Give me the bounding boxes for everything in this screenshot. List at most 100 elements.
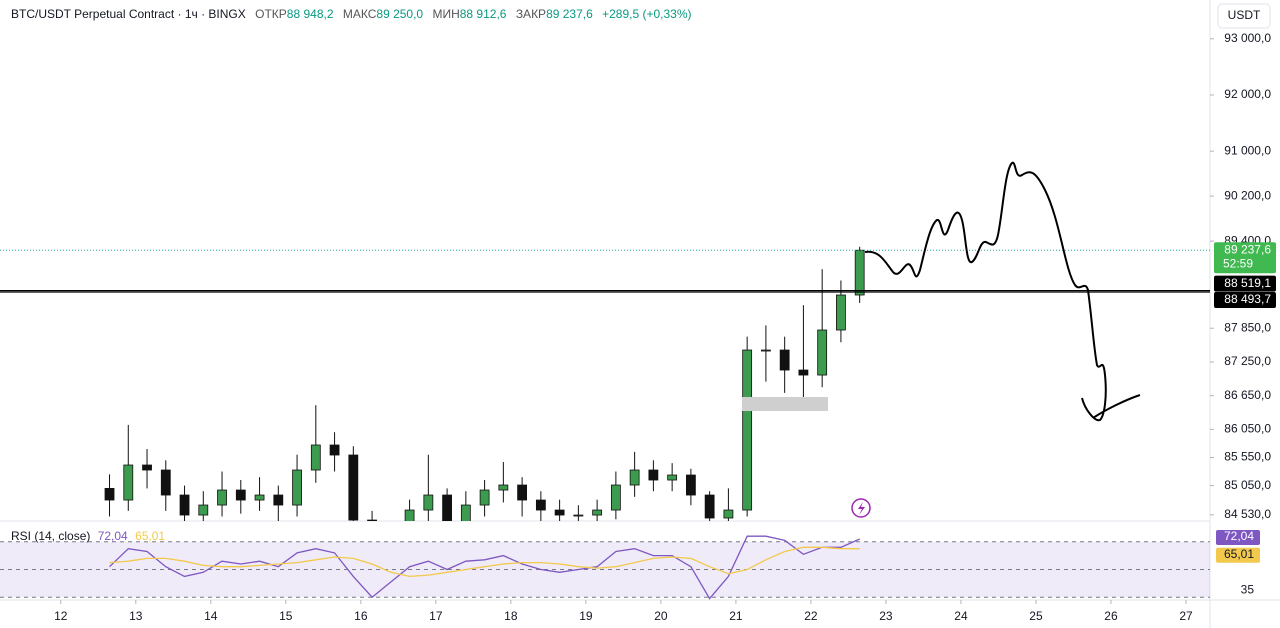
y-tick-label: 84 530,0 — [1224, 507, 1271, 521]
ohlc-label: ЗАКР — [516, 7, 546, 21]
rsi-band — [0, 541, 1210, 598]
candle-body — [517, 484, 528, 501]
candle-body — [423, 494, 434, 511]
candle-body — [142, 464, 152, 471]
y-tick-label: 87 850,0 — [1224, 320, 1271, 334]
ohlc-value: 89 250,0 — [376, 7, 423, 21]
x-tick-label: 25 — [1029, 609, 1043, 623]
rsi-last-box — [1216, 529, 1260, 545]
x-tick-label: 19 — [579, 609, 593, 623]
ohlc-label: ОТКР — [255, 7, 287, 21]
candle-body — [104, 488, 115, 501]
x-tick-label: 23 — [879, 609, 893, 623]
header: BTC/USDT Perpetual Contract · 1ч · BINGX… — [11, 7, 692, 21]
candle-body — [179, 494, 190, 516]
x-tick-label: 13 — [129, 609, 143, 623]
rsi-value: 72,04 — [98, 529, 128, 543]
candle-body — [367, 519, 377, 521]
candle-body — [761, 349, 771, 352]
candle-body — [592, 509, 603, 516]
rsi-last-label: 72,04 — [1224, 529, 1254, 543]
rsi-last-label: 65,01 — [1224, 547, 1254, 561]
price-line-label: 88 519,1 — [1224, 276, 1271, 290]
ohlc-value: 89 237,6 — [546, 7, 593, 21]
price-line-box — [1214, 292, 1276, 309]
rsi-line — [109, 546, 860, 578]
rsi-title: RSI (14, close) — [11, 529, 90, 543]
countdown: 52:59 — [1223, 256, 1253, 270]
candle-body — [160, 469, 171, 496]
candle-body — [254, 494, 265, 501]
price-line-label: 88 493,7 — [1224, 292, 1271, 306]
candle-body — [348, 454, 359, 521]
y-tick-label: 86 050,0 — [1224, 422, 1271, 436]
rsi-tick-label: 35 — [1241, 582, 1255, 596]
rsi-legend: RSI (14, close) 72,04 65,01 — [11, 529, 165, 543]
rsi-last-box — [1216, 547, 1260, 563]
ohlc-value: 88 912,6 — [460, 7, 507, 21]
candle-body — [817, 329, 828, 376]
x-tick-label: 26 — [1104, 609, 1118, 623]
candle-body — [535, 499, 546, 511]
y-tick-label: 86 650,0 — [1224, 388, 1271, 402]
candle-body — [460, 504, 471, 521]
axes: 12 13 14 15 16 17 18 19 20 21 22 23 24 25 26 27 93 000,0… — [54, 31, 1276, 623]
candle-body — [442, 494, 452, 521]
candle-body — [610, 484, 621, 511]
price-line-box — [1214, 275, 1276, 292]
candle-body — [554, 509, 565, 516]
symbol-title: BTC/USDT Perpetual Contract · 1ч · BINGX — [11, 7, 246, 21]
candle-body — [198, 504, 209, 516]
candle-body — [123, 464, 134, 501]
event-icon-bolt — [858, 502, 865, 515]
candle-body — [329, 444, 340, 456]
price-pane — [0, 246, 1210, 521]
ohlc-value: 88 948,2 — [287, 7, 334, 21]
candle-body — [704, 494, 715, 519]
currency[interactable]: USDT — [1228, 8, 1261, 22]
candle-body — [798, 369, 809, 376]
y-tick-label: 85 050,0 — [1224, 478, 1271, 492]
candle-body — [854, 249, 865, 296]
candle-body — [479, 489, 490, 506]
currency-button[interactable] — [1217, 3, 1271, 29]
x-tick-label: 24 — [954, 609, 968, 623]
candle-body — [836, 294, 846, 331]
candle-body — [498, 484, 509, 491]
candle-body — [629, 469, 640, 486]
candle-body — [273, 494, 284, 506]
change: +289,5 (+0,33%) — [602, 7, 691, 21]
x-tick-label: 16 — [354, 609, 368, 623]
candle-body — [292, 469, 302, 506]
candle-body — [723, 509, 734, 519]
x-tick-label: 27 — [1179, 609, 1193, 623]
x-tick-label: 17 — [429, 609, 443, 623]
y-tick-label: 87 250,0 — [1224, 354, 1271, 368]
candle-body — [742, 349, 753, 511]
rsi-line — [109, 535, 860, 600]
last-price-label: 89 237,6 — [1224, 242, 1271, 256]
x-tick-label: 20 — [654, 609, 668, 623]
ohlc-label: МАКС — [343, 7, 377, 21]
candle-body — [310, 444, 321, 471]
x-tick-label: 18 — [504, 609, 518, 623]
candle-body — [667, 474, 678, 481]
drawing — [864, 161, 1141, 422]
rsi-pane — [0, 535, 1210, 600]
x-tick-label: 12 — [54, 609, 68, 623]
y-tick-label: 85 550,0 — [1224, 450, 1271, 464]
candle-body — [573, 514, 584, 517]
x-tick-label: 22 — [804, 609, 818, 623]
candle-body — [217, 489, 227, 506]
event-icon[interactable] — [851, 498, 871, 518]
candle-body — [648, 469, 659, 481]
y-tick-label: 92 000,0 — [1224, 87, 1271, 101]
y-tick-label: 93 000,0 — [1224, 31, 1271, 45]
candle-body — [779, 349, 790, 371]
candle-body — [404, 509, 415, 521]
x-tick-label: 15 — [279, 609, 293, 623]
x-tick-label: 14 — [204, 609, 218, 623]
last-price-box — [1214, 242, 1276, 274]
